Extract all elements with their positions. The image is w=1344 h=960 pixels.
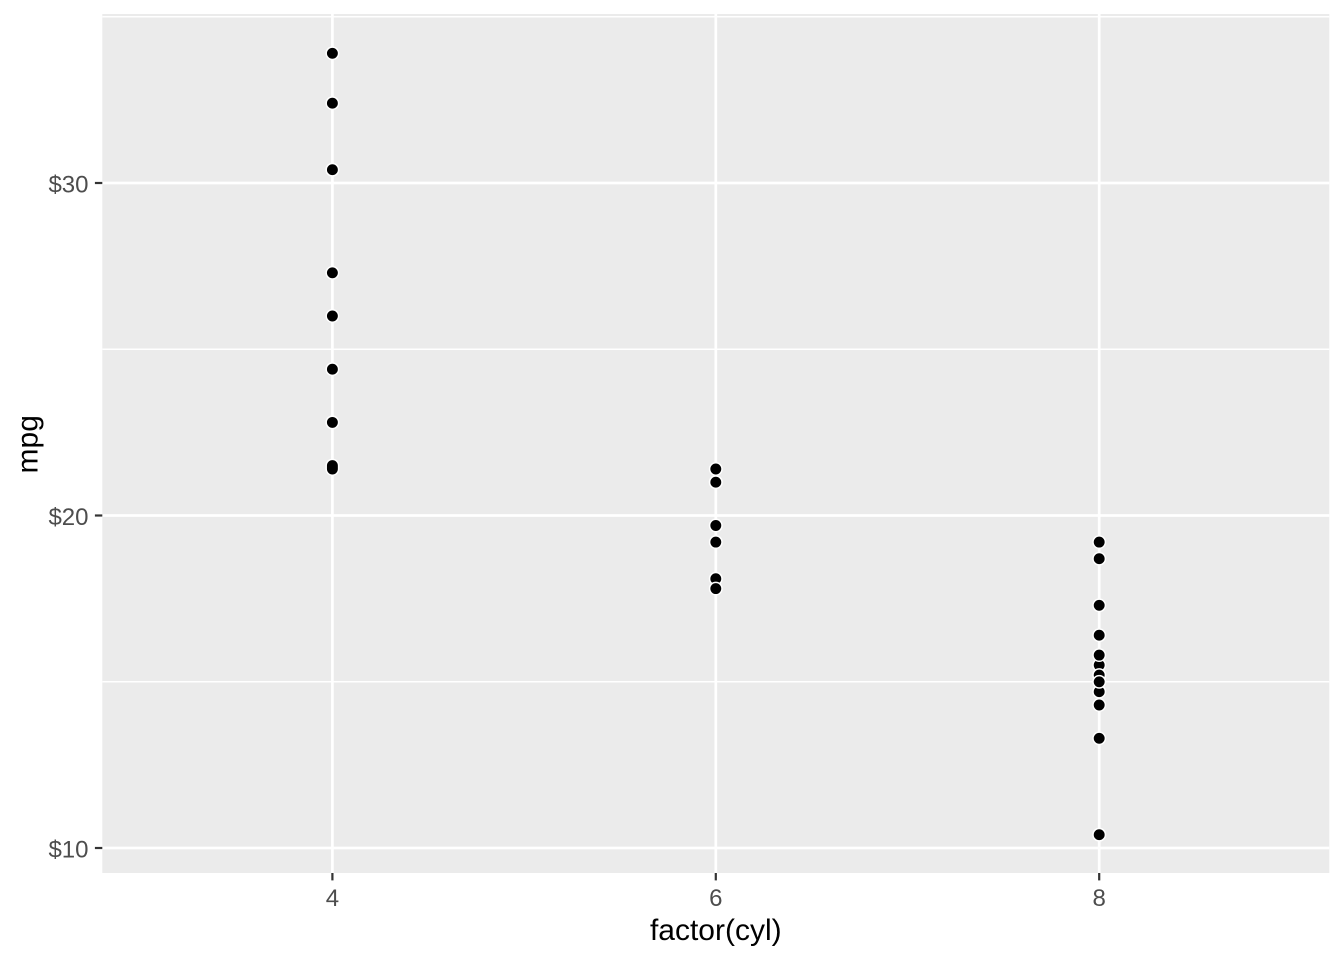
svg-text:$10: $10 [48,837,88,864]
svg-text:6: 6 [709,885,722,912]
svg-text:8: 8 [1093,885,1106,912]
svg-text:mpg: mpg [12,415,45,473]
svg-text:factor(cyl): factor(cyl) [650,914,782,947]
svg-text:4: 4 [326,885,339,912]
svg-text:$30: $30 [48,172,88,199]
svg-text:$20: $20 [48,504,88,531]
